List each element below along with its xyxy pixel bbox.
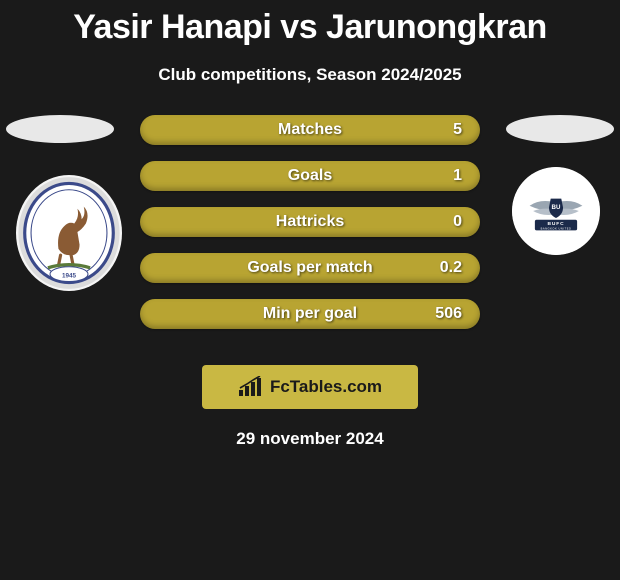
club-badge-left: 1945: [16, 175, 122, 291]
club-abbrev: BUFC: [548, 221, 565, 227]
svg-text:BU: BU: [552, 204, 561, 211]
player-photo-left: [6, 115, 114, 143]
stats-column: Matches 5 Goals 1 Hattricks 0 Goals per …: [140, 115, 480, 345]
stat-label: Min per goal: [263, 305, 357, 323]
stat-row-matches: Matches 5: [140, 115, 480, 145]
comparison-title: Yasir Hanapi vs Jarunongkran: [0, 0, 620, 47]
stat-right-value: 0.2: [440, 259, 462, 277]
stat-right-value: 506: [435, 305, 462, 323]
stat-row-goals-per-match: Goals per match 0.2: [140, 253, 480, 283]
stat-label: Goals: [288, 167, 332, 185]
club-subtext: BANGKOK UNITED: [541, 226, 572, 230]
stats-area: 1945 BU BUFC BANGKOK UNITED Matches 5: [0, 115, 620, 355]
comparison-subtitle: Club competitions, Season 2024/2025: [0, 65, 620, 85]
stat-label: Goals per match: [247, 259, 372, 277]
stat-row-min-per-goal: Min per goal 506: [140, 299, 480, 329]
stat-label: Hattricks: [276, 213, 344, 231]
stat-row-hattricks: Hattricks 0: [140, 207, 480, 237]
stat-label: Matches: [278, 121, 342, 139]
fctables-label: FcTables.com: [270, 377, 382, 397]
stat-row-goals: Goals 1: [140, 161, 480, 191]
club-badge-right: BU BUFC BANGKOK UNITED: [512, 167, 600, 255]
stat-right-value: 5: [453, 121, 462, 139]
stat-right-value: 1: [453, 167, 462, 185]
bars-icon: [238, 376, 264, 398]
comparison-date: 29 november 2024: [0, 429, 620, 449]
player-photo-right: [506, 115, 614, 143]
fctables-watermark: FcTables.com: [202, 365, 418, 409]
stat-right-value: 0: [453, 213, 462, 231]
founded-text: 1945: [62, 272, 77, 279]
